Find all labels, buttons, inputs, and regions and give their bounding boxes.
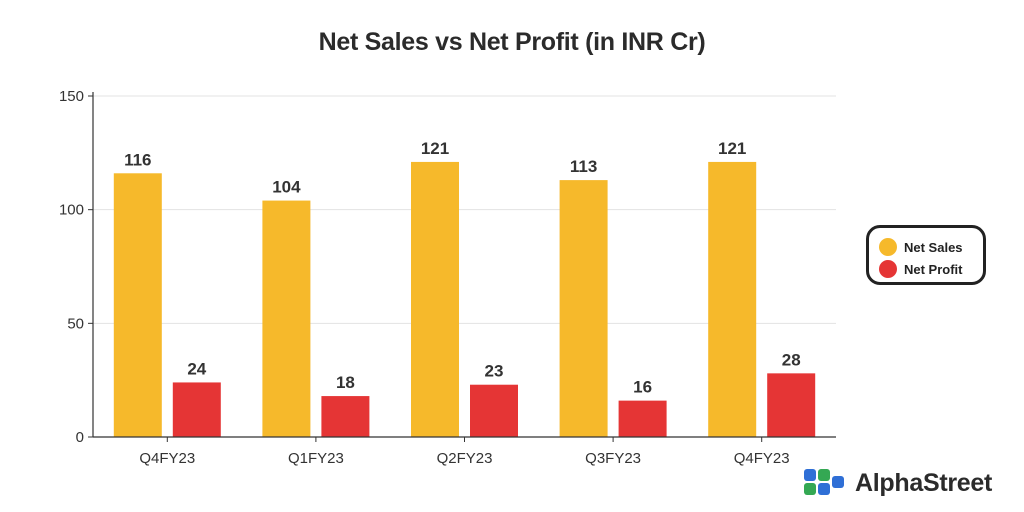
x-tick-label: Q1FY23 (288, 450, 344, 467)
bar-net-profit (618, 400, 667, 437)
legend-label-net-profit: Net Profit (904, 261, 963, 277)
legend: Net Sales Net Profit (866, 225, 986, 285)
data-label-net-sales: 121 (421, 139, 449, 158)
bar-net-profit (470, 384, 518, 437)
y-tick-label: 0 (76, 429, 84, 446)
x-tick-label: Q2FY23 (437, 450, 493, 467)
bar-net-profit (767, 373, 816, 437)
data-label-net-profit: 24 (187, 359, 206, 378)
x-tick-label: Q4FY23 (139, 450, 195, 467)
legend-swatch-net-profit (879, 260, 897, 278)
legend-item-net-profit: Net Profit (879, 258, 983, 280)
y-tick-label: 100 (59, 202, 84, 219)
bar-net-sales (411, 161, 459, 437)
bar-net-sales (113, 173, 162, 437)
y-tick-label: 150 (59, 88, 84, 105)
data-label-net-profit: 23 (485, 362, 504, 381)
legend-label-net-sales: Net Sales (904, 239, 963, 255)
bar-net-sales (559, 180, 608, 437)
legend-item-net-sales: Net Sales (879, 236, 983, 258)
data-label-net-sales: 104 (272, 178, 301, 197)
x-tick-label: Q4FY23 (734, 450, 790, 467)
bar-net-profit (321, 396, 370, 437)
bar-net-sales (708, 161, 757, 437)
chart-title: Net Sales vs Net Profit (in INR Cr) (318, 28, 706, 56)
y-tick-label: 50 (67, 315, 84, 332)
data-label-net-sales: 121 (718, 139, 746, 158)
data-label-net-sales: 116 (124, 150, 151, 169)
data-label-net-profit: 28 (782, 350, 801, 369)
brand-logo: AlphaStreet (803, 468, 992, 498)
data-label-net-sales: 113 (570, 157, 597, 176)
bar-net-sales (262, 200, 311, 437)
alphastreet-logo-icon (804, 469, 844, 495)
bar-net-profit (172, 382, 221, 437)
data-label-net-profit: 18 (336, 373, 355, 392)
data-label-net-profit: 16 (633, 378, 652, 397)
legend-swatch-net-sales (879, 238, 897, 256)
brand-name: AlphaStreet (855, 468, 993, 497)
x-tick-label: Q3FY23 (585, 450, 641, 467)
